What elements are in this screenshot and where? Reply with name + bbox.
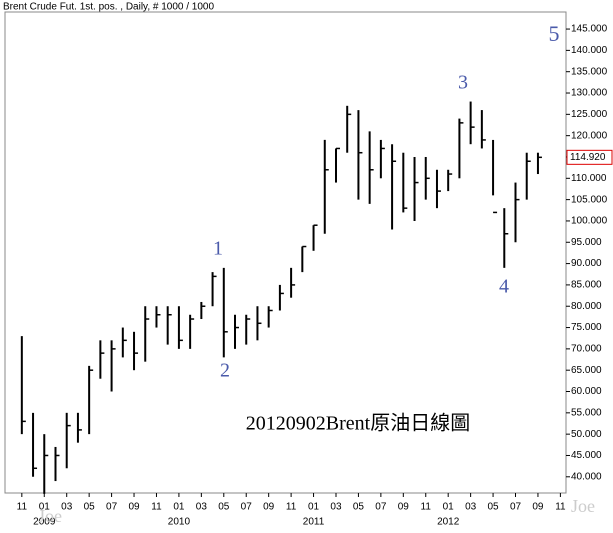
watermark: Joe xyxy=(571,496,595,516)
x-tick-label: 05 xyxy=(218,502,230,513)
x-tick-label: 11 xyxy=(17,502,28,513)
chart-annotation: 20120902Brent原油日線圖 xyxy=(246,412,470,435)
y-tick-label: 60.000 xyxy=(571,386,602,397)
x-tick-label: 09 xyxy=(398,502,410,513)
x-tick-label: 07 xyxy=(106,502,118,513)
x-tick-label: 09 xyxy=(263,502,275,513)
y-tick-label: 85.000 xyxy=(571,280,602,291)
x-tick-label: 03 xyxy=(196,502,208,513)
x-tick-label: 03 xyxy=(330,502,342,513)
y-tick-label: 75.000 xyxy=(571,322,602,333)
y-tick-label: 55.000 xyxy=(571,407,602,418)
year-label: 2011 xyxy=(303,517,325,528)
y-tick-label: 125.000 xyxy=(571,109,608,120)
x-tick-label: 03 xyxy=(61,502,73,513)
x-tick-label: 11 xyxy=(286,502,297,513)
x-tick-label: 09 xyxy=(128,502,140,513)
y-tick-label: 145.000 xyxy=(571,24,608,35)
x-tick-label: 05 xyxy=(84,502,96,513)
year-label: 2012 xyxy=(437,517,460,528)
chart-title: Brent Crude Fut. 1st. pos. , Daily, # 10… xyxy=(3,2,214,13)
wave-label: 4 xyxy=(499,276,509,298)
y-tick-label: 90.000 xyxy=(571,258,602,269)
wave-label: 3 xyxy=(458,72,468,94)
y-tick-label: 120.000 xyxy=(571,130,608,141)
y-tick-label: 80.000 xyxy=(571,301,602,312)
year-label: 2009 xyxy=(33,517,56,528)
x-tick-label: 01 xyxy=(173,502,185,513)
x-tick-label: 07 xyxy=(510,502,522,513)
x-tick-label: 01 xyxy=(39,502,51,513)
y-tick-label: 140.000 xyxy=(571,45,608,56)
wave-label: 1 xyxy=(213,238,223,260)
x-tick-label: 11 xyxy=(421,502,432,513)
wave-label: 5 xyxy=(549,21,560,46)
wave-label: 2 xyxy=(220,360,230,382)
x-tick-label: 01 xyxy=(443,502,455,513)
plot-frame xyxy=(4,11,567,494)
y-tick-label: 70.000 xyxy=(571,344,602,355)
y-tick-label: 45.000 xyxy=(571,450,602,461)
x-tick-label: 03 xyxy=(465,502,477,513)
x-tick-label: 01 xyxy=(308,502,320,513)
y-tick-label: 95.000 xyxy=(571,237,602,248)
y-tick-label: 100.000 xyxy=(571,216,608,227)
y-tick-label: 40.000 xyxy=(571,471,602,482)
y-tick-label: 130.000 xyxy=(571,88,608,99)
y-tick-label: 105.000 xyxy=(571,194,608,205)
year-label: 2010 xyxy=(168,517,191,528)
last-price-label: 114.920 xyxy=(570,152,606,163)
y-tick-label: 65.000 xyxy=(571,365,602,376)
y-tick-label: 135.000 xyxy=(571,66,608,77)
x-tick-label: 07 xyxy=(241,502,253,513)
x-tick-label: 05 xyxy=(488,502,500,513)
x-tick-label: 11 xyxy=(151,502,162,513)
x-tick-label: 07 xyxy=(375,502,387,513)
x-tick-label: 11 xyxy=(555,502,566,513)
y-tick-label: 50.000 xyxy=(571,429,602,440)
watermark: Joe xyxy=(38,506,62,526)
last-price-box xyxy=(566,149,613,165)
y-tick-label: 110.000 xyxy=(571,173,607,184)
x-tick-label: 05 xyxy=(353,502,365,513)
x-tick-label: 09 xyxy=(532,502,544,513)
